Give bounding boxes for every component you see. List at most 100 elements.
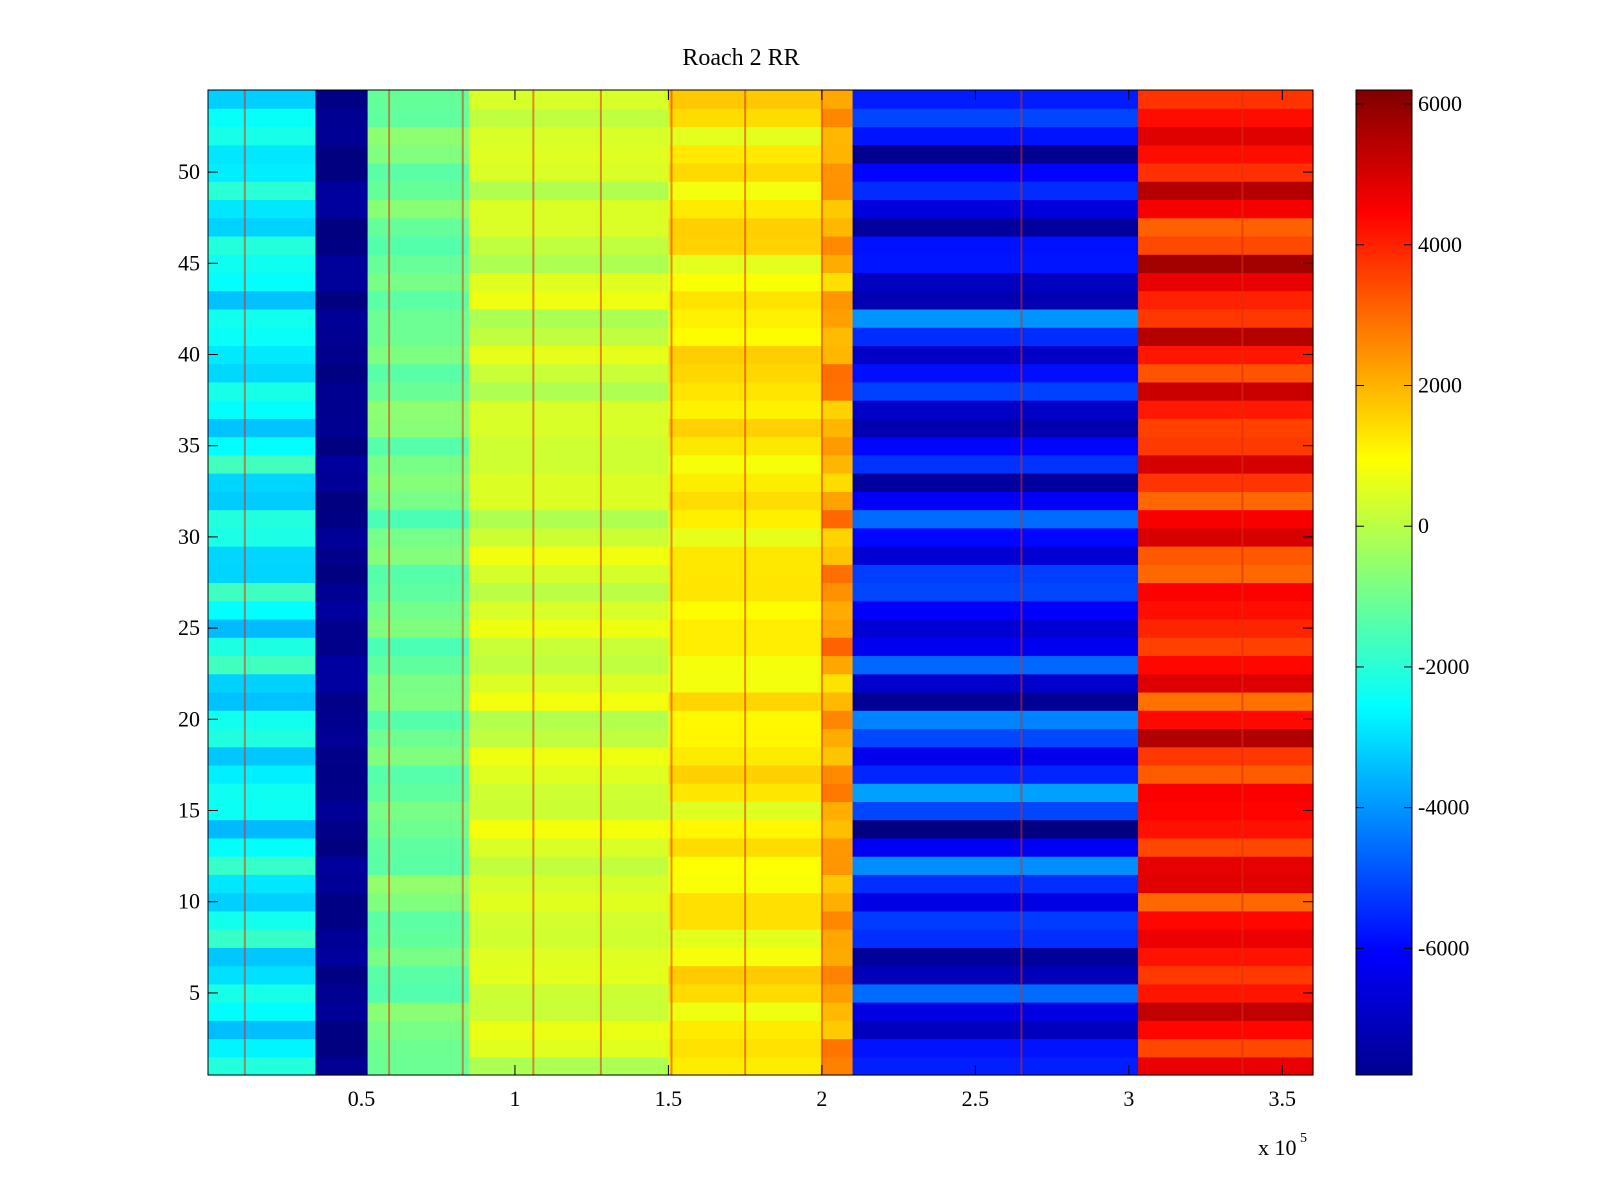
- heatmap-cell: [367, 618, 470, 638]
- heatmap-cell: [1138, 746, 1314, 766]
- heatmap-cell: [1138, 235, 1314, 255]
- heatmap-cell: [468, 546, 670, 565]
- heatmap-cell: [315, 272, 369, 292]
- heatmap-cell: [821, 746, 854, 766]
- heatmap-cell: [315, 910, 369, 930]
- heatmap-cell: [315, 983, 369, 1003]
- heatmap-cell: [852, 655, 1139, 675]
- heatmap-cell: [367, 655, 470, 675]
- heatmap-cell: [821, 929, 854, 948]
- heatmap-cell: [315, 929, 369, 948]
- heatmap-cell: [821, 801, 854, 821]
- heatmap-cell: [208, 1020, 317, 1040]
- heatmap-cell: [468, 1002, 670, 1021]
- heatmap-cell: [1138, 217, 1314, 237]
- heatmap-cell: [367, 1020, 470, 1040]
- heatmap-cell: [852, 546, 1139, 565]
- colorbar-gradient: [1355, 89, 1413, 1076]
- heatmap-cell: [1138, 618, 1314, 638]
- heatmap-cell: [852, 728, 1139, 748]
- heatmap: [208, 90, 1314, 1076]
- heatmap-cell: [315, 801, 369, 821]
- heatmap-cell: [1138, 564, 1314, 584]
- heatmap-cell: [852, 600, 1139, 620]
- heatmap-cell: [208, 235, 317, 255]
- colorbar-tick-label: 2000: [1418, 373, 1462, 398]
- heatmap-cell: [468, 837, 670, 857]
- heatmap-cell: [367, 308, 470, 328]
- y-tick-label: 15: [178, 798, 200, 823]
- heatmap-cell: [367, 162, 470, 182]
- heatmap-cell: [1138, 947, 1314, 967]
- heatmap-cell: [468, 783, 670, 802]
- heatmap-cell: [367, 527, 470, 547]
- heatmap-cell: [468, 710, 670, 730]
- heatmap-cell: [208, 637, 317, 657]
- x-tick-label: 1: [509, 1086, 520, 1111]
- heatmap-cell: [821, 856, 854, 875]
- heatmap-cell: [367, 509, 470, 529]
- heatmap-cell: [367, 436, 470, 456]
- heatmap-cell: [367, 418, 470, 438]
- heatmap-cell: [468, 600, 670, 620]
- heatmap-cell: [821, 618, 854, 638]
- heatmap-cell: [315, 400, 369, 419]
- heatmap-cell: [468, 691, 670, 711]
- heatmap-cell: [852, 509, 1139, 529]
- heatmap-cell: [315, 600, 369, 620]
- heatmap-cell: [468, 1038, 670, 1058]
- heatmap-cell: [1138, 308, 1314, 328]
- heatmap-cell: [821, 564, 854, 584]
- heatmap-cell: [208, 947, 317, 967]
- heatmap-cell: [468, 1020, 670, 1040]
- heatmap-cell: [208, 436, 317, 456]
- colorbar-tick-label: 4000: [1418, 232, 1462, 257]
- heatmap-cell: [821, 691, 854, 711]
- heatmap-cell: [315, 856, 369, 875]
- colorbar-tick-label: -4000: [1418, 795, 1469, 820]
- heatmap-cell: [852, 856, 1139, 875]
- heatmap-cell: [821, 235, 854, 255]
- heatmap-cell: [852, 783, 1139, 802]
- heatmap-cell: [1138, 327, 1314, 346]
- heatmap-cell: [1138, 783, 1314, 802]
- heatmap-cell: [821, 1056, 854, 1076]
- heatmap-cell: [367, 819, 470, 839]
- heatmap-cell: [367, 546, 470, 565]
- heatmap-cell: [821, 965, 854, 985]
- heatmap-cell: [208, 746, 317, 766]
- heatmap-cell: [821, 217, 854, 237]
- heatmap-cell: [821, 418, 854, 438]
- heatmap-cell: [315, 1038, 369, 1058]
- heatmap-cell: [852, 691, 1139, 711]
- heatmap-cell: [208, 254, 317, 274]
- heatmap-cell: [468, 527, 670, 547]
- y-tick-label: 25: [178, 615, 200, 640]
- heatmap-cell: [1138, 691, 1314, 711]
- heatmap-cell: [1138, 436, 1314, 456]
- heatmap-cell: [468, 618, 670, 638]
- heatmap-cell: [208, 691, 317, 711]
- heatmap-cell: [208, 710, 317, 730]
- heatmap-cell: [367, 454, 470, 474]
- heatmap-cell: [208, 856, 317, 875]
- heatmap-cell: [315, 217, 369, 237]
- heatmap-cell: [367, 691, 470, 711]
- heatmap-cell: [315, 235, 369, 255]
- x-axis: 0.5 1 1.5 2 2.5 3 3.5: [348, 90, 1296, 1111]
- heatmap-cell: [821, 345, 854, 365]
- y-axis: 5 10 15 20 25 30 35 40 45 50: [178, 159, 1313, 1005]
- heatmap-cell: [208, 764, 317, 784]
- heatmap-cell: [852, 1002, 1139, 1021]
- heatmap-cell: [852, 564, 1139, 584]
- heatmap-cell: [208, 126, 317, 146]
- y-tick-label: 10: [178, 889, 200, 914]
- heatmap-cell: [367, 1056, 470, 1076]
- heatmap-cell: [852, 454, 1139, 474]
- heatmap-cell: [208, 600, 317, 620]
- heatmap-cell: [468, 929, 670, 948]
- heatmap-cell: [821, 546, 854, 565]
- heatmap-cell: [367, 272, 470, 292]
- heatmap-cell: [315, 892, 369, 912]
- heatmap-cell: [208, 1002, 317, 1021]
